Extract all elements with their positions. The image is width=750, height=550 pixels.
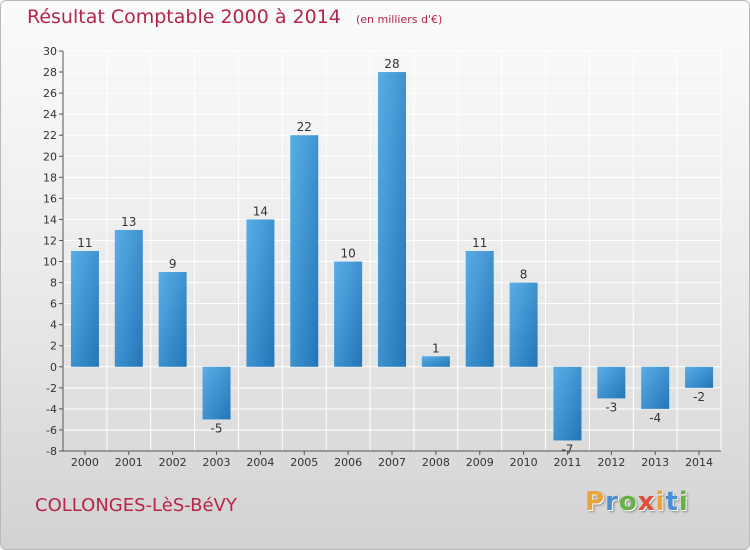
x-tick-label: 2014: [685, 456, 713, 469]
y-tick-label: 0: [50, 361, 57, 374]
y-tick-label: 26: [43, 87, 57, 100]
bar: [334, 261, 363, 367]
x-tick-label: 2005: [290, 456, 318, 469]
data-label: -3: [605, 400, 617, 414]
bar: [378, 72, 406, 367]
x-tick-label: 2013: [641, 456, 669, 469]
data-label: 10: [340, 247, 355, 261]
bar: [553, 366, 582, 441]
y-tick-label: 22: [43, 129, 57, 142]
logo-letter: t: [665, 487, 679, 517]
logo-letter: x: [637, 487, 656, 517]
data-label: 11: [77, 236, 92, 250]
y-tick-label: -2: [46, 382, 57, 395]
data-label: -4: [649, 411, 661, 425]
x-tick-label: 2001: [115, 456, 143, 469]
data-label: 11: [472, 236, 487, 250]
x-tick-label: 2002: [159, 456, 187, 469]
y-tick-label: 14: [43, 213, 57, 226]
data-label: -2: [693, 390, 705, 404]
bar: [421, 356, 450, 367]
data-label: 9: [169, 257, 177, 271]
data-label: 1: [432, 341, 440, 355]
y-tick-label: 16: [43, 192, 57, 205]
x-tick-label: 2000: [71, 456, 99, 469]
x-tick-label: 2011: [553, 456, 581, 469]
x-tick-label: 2009: [466, 456, 494, 469]
y-tick-label: 18: [43, 171, 57, 184]
bar: [290, 135, 319, 367]
bar: [641, 366, 670, 409]
data-label: 14: [253, 204, 268, 218]
y-tick-label: 30: [43, 45, 57, 58]
data-label: -5: [211, 421, 223, 435]
city-name: COLLONGES-LèS-BéVY: [35, 495, 237, 516]
x-tick-label: 2003: [203, 456, 231, 469]
bars: [70, 72, 714, 441]
logo-letter: r: [605, 487, 619, 517]
bar: [114, 229, 143, 367]
y-tick-label: -8: [46, 445, 57, 458]
y-tick-label: 6: [50, 298, 57, 311]
chart-title-block: Résultat Comptable 2000 à 2014 (en milli…: [27, 6, 442, 28]
bar: [597, 366, 626, 399]
y-tick-label: 12: [43, 234, 57, 247]
logo-letter: i: [655, 487, 666, 517]
axes: [59, 50, 721, 455]
y-tick-label: -6: [46, 424, 57, 437]
data-label: 8: [520, 268, 528, 282]
y-tick-label: 28: [43, 66, 57, 79]
bar: [70, 251, 99, 367]
x-tick-label: 2010: [510, 456, 538, 469]
bar: [685, 366, 714, 388]
data-label: -7: [561, 442, 573, 456]
y-tick-label: -4: [46, 403, 57, 416]
y-tick-label: 24: [43, 108, 57, 121]
labels: 302826242220181614121086420-2-4-6-811200…: [43, 45, 713, 469]
x-tick-label: 2006: [334, 456, 362, 469]
logo-letter: o: [618, 487, 638, 517]
x-tick-label: 2012: [597, 456, 625, 469]
y-tick-label: 10: [43, 256, 57, 269]
bar: [158, 272, 187, 367]
x-tick-label: 2007: [378, 456, 406, 469]
bar: [509, 282, 538, 367]
y-tick-label: 4: [50, 319, 57, 332]
y-tick-label: 2: [50, 340, 57, 353]
y-tick-label: 20: [43, 150, 57, 163]
logo-letter: i: [678, 487, 689, 517]
data-label: 13: [121, 215, 136, 229]
chart-unit: (en milliers d'€): [355, 13, 443, 26]
bar: [246, 219, 275, 367]
proxiti-logo: Proxiti: [585, 487, 689, 517]
chart-title: Résultat Comptable 2000 à 2014: [27, 6, 341, 28]
y-tick-label: 8: [50, 277, 57, 290]
x-tick-label: 2008: [422, 456, 450, 469]
x-tick-label: 2004: [246, 456, 274, 469]
bar: [202, 366, 231, 420]
data-label: 22: [297, 120, 312, 134]
data-label: 28: [384, 57, 399, 71]
logo-letter: P: [585, 487, 606, 517]
bar: [465, 251, 494, 367]
